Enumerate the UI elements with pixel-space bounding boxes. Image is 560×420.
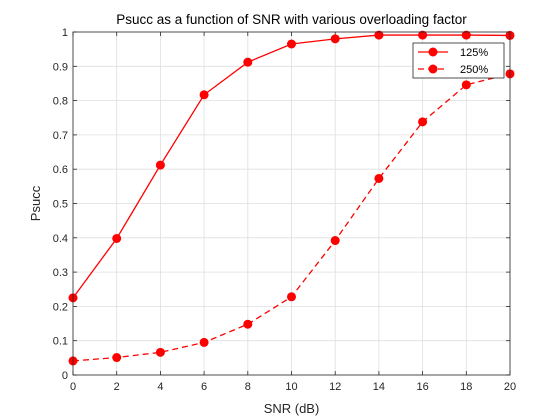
legend-label-250: 250% bbox=[460, 64, 488, 76]
y-tick-label: 0.9 bbox=[53, 61, 68, 73]
x-tick-label: 10 bbox=[285, 381, 297, 393]
x-tick-label: 0 bbox=[70, 381, 76, 393]
x-tick-label: 20 bbox=[504, 381, 516, 393]
axis-ticks: 0 2 4 6 8 10 12 14 16 18 20 0 0.1 0.2 0.3 0.4 0.5 0.6 0.7 0… bbox=[53, 27, 516, 393]
legend: 125% 250% bbox=[412, 42, 505, 79]
x-tick-label: 8 bbox=[245, 381, 251, 393]
x-tick-label: 12 bbox=[329, 381, 341, 393]
series-1-point bbox=[112, 233, 122, 243]
legend-marker-250 bbox=[428, 64, 438, 74]
series-2-point bbox=[155, 347, 165, 357]
series-1-point bbox=[199, 90, 209, 100]
y-tick-label: 1 bbox=[62, 27, 68, 39]
series-1-point bbox=[287, 39, 296, 49]
x-tick-label: 14 bbox=[373, 381, 385, 393]
x-tick-label: 18 bbox=[460, 381, 472, 393]
series-2-point bbox=[461, 80, 471, 90]
series-2 bbox=[68, 69, 515, 366]
chart-title: Psucc as a function of SNR with various … bbox=[116, 12, 467, 27]
y-tick-label: 0.6 bbox=[53, 164, 68, 176]
x-tick-label: 4 bbox=[157, 381, 163, 393]
x-axis-title: SNR (dB) bbox=[264, 401, 320, 416]
series-2-point bbox=[243, 319, 253, 329]
y-tick-label: 0.3 bbox=[53, 267, 68, 279]
series-1-point bbox=[243, 57, 253, 67]
legend-marker-125 bbox=[428, 47, 438, 57]
x-tick-label: 16 bbox=[416, 381, 428, 393]
y-tick-label: 0 bbox=[62, 370, 68, 382]
series-1 bbox=[68, 30, 515, 303]
y-tick-label: 0.8 bbox=[53, 96, 68, 108]
series-1-point bbox=[374, 30, 384, 40]
x-tick-label: 2 bbox=[114, 381, 120, 393]
series-1-point bbox=[155, 160, 165, 170]
y-tick-label: 0.1 bbox=[53, 336, 68, 348]
series-2-point bbox=[112, 353, 122, 363]
series-2-point bbox=[330, 236, 340, 246]
y-tick-label: 0.4 bbox=[53, 233, 68, 245]
series-2-point bbox=[418, 117, 428, 127]
y-axis-title: Psucc bbox=[28, 185, 43, 221]
y-tick-label: 0.7 bbox=[53, 130, 68, 142]
legend-label-125: 125% bbox=[460, 47, 488, 59]
series-2-point bbox=[287, 292, 296, 302]
legend-box bbox=[412, 42, 505, 79]
series-1-point bbox=[330, 34, 340, 44]
series-2-point bbox=[374, 173, 384, 183]
series-1-point bbox=[461, 30, 471, 40]
x-tick-label: 6 bbox=[201, 381, 207, 393]
series-layer bbox=[68, 30, 515, 366]
y-tick-label: 0.2 bbox=[53, 301, 68, 313]
y-tick-label: 0.5 bbox=[53, 199, 68, 211]
series-2-point bbox=[199, 337, 209, 347]
plot-frame bbox=[72, 31, 511, 376]
series-1-point bbox=[418, 30, 428, 40]
